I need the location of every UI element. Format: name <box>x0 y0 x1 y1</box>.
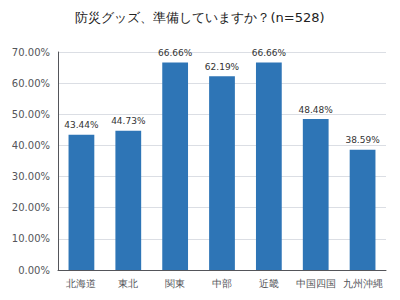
svg-text:66.66%: 66.66% <box>158 48 193 58</box>
svg-text:62.19%: 62.19% <box>205 62 240 72</box>
svg-text:東北: 東北 <box>118 278 138 289</box>
svg-text:中国四国: 中国四国 <box>296 278 336 289</box>
svg-text:30.00%: 30.00% <box>12 171 50 182</box>
svg-text:60.00%: 60.00% <box>12 78 50 89</box>
svg-text:九州沖縄: 九州沖縄 <box>343 278 383 289</box>
svg-text:関東: 関東 <box>165 278 185 289</box>
svg-text:0.00%: 0.00% <box>18 265 50 276</box>
svg-text:66.66%: 66.66% <box>252 48 287 58</box>
svg-text:44.73%: 44.73% <box>111 116 146 126</box>
svg-text:40.00%: 40.00% <box>12 140 50 151</box>
svg-text:北海道: 北海道 <box>66 278 96 289</box>
svg-text:中部: 中部 <box>212 278 232 289</box>
svg-text:近畿: 近畿 <box>259 278 279 289</box>
svg-text:38.59%: 38.59% <box>345 135 380 145</box>
svg-text:50.00%: 50.00% <box>12 109 50 120</box>
svg-text:43.44%: 43.44% <box>64 120 99 130</box>
svg-text:48.48%: 48.48% <box>299 105 334 115</box>
svg-text:10.00%: 10.00% <box>12 233 50 244</box>
svg-text:20.00%: 20.00% <box>12 202 50 213</box>
svg-text:70.00%: 70.00% <box>12 47 50 58</box>
svg-text:防災グッズ、準備していますか？(n=528): 防災グッズ、準備していますか？(n=528) <box>75 10 324 25</box>
